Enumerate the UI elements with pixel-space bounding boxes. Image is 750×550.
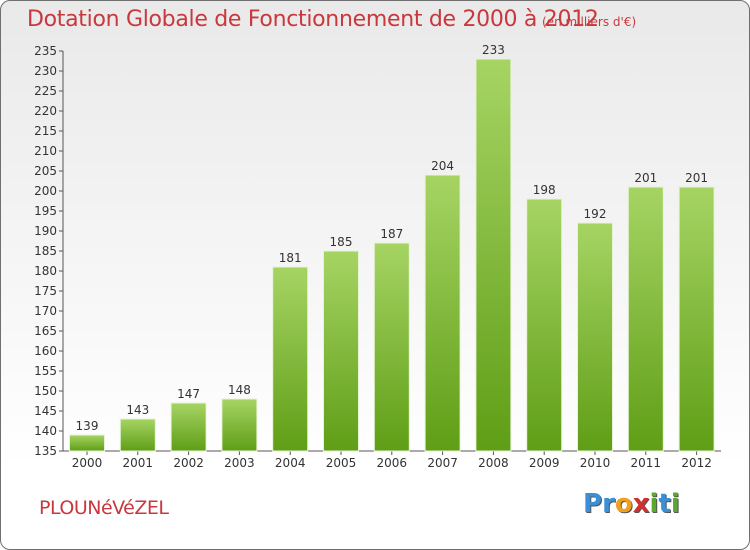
y-tick-label: 150 bbox=[34, 384, 57, 398]
x-tick-label: 2012 bbox=[681, 456, 712, 470]
bar-2007 bbox=[424, 174, 461, 452]
data-labels: 139 143 147 148 181 185 187 204 233 198 192 201 201 bbox=[76, 43, 709, 433]
bar-2000 bbox=[69, 434, 105, 452]
bars bbox=[69, 58, 715, 452]
bar-2004 bbox=[272, 266, 309, 452]
y-tick-label: 225 bbox=[34, 84, 57, 98]
logo-letter: r bbox=[602, 489, 615, 519]
bar-value-label: 185 bbox=[330, 235, 353, 249]
chart-subtitle: (en milliers d'€) bbox=[542, 15, 637, 29]
y-tick-label: 185 bbox=[34, 244, 57, 258]
x-tick-label: 2009 bbox=[529, 456, 560, 470]
logo-letter: i bbox=[649, 489, 659, 519]
x-tick-label: 2008 bbox=[478, 456, 509, 470]
x-tick-label: 2002 bbox=[173, 456, 204, 470]
bar-value-label: 201 bbox=[685, 171, 708, 185]
x-tick-label: 2003 bbox=[224, 456, 255, 470]
y-tick-label: 195 bbox=[34, 204, 57, 218]
y-tick-label: 145 bbox=[34, 404, 57, 418]
bar-2001 bbox=[119, 418, 156, 452]
logo-letter: o bbox=[614, 489, 633, 519]
y-tick-label: 190 bbox=[34, 224, 57, 238]
logo-letter: i bbox=[670, 489, 680, 519]
axes: 135 140 145 150 155 160 165 170 175 180 185 190 195 2… bbox=[34, 44, 721, 470]
x-tick-label: 2006 bbox=[377, 456, 408, 470]
y-tick-label: 235 bbox=[34, 44, 57, 58]
bar-value-label: 148 bbox=[228, 383, 251, 397]
bar-value-label: 201 bbox=[634, 171, 657, 185]
bar-2005 bbox=[323, 250, 359, 452]
bar-2011 bbox=[627, 186, 664, 452]
logo-letter: x bbox=[632, 489, 650, 519]
bar-2009 bbox=[526, 198, 563, 452]
commune-name: PLOUNéVéZEL bbox=[39, 497, 169, 519]
bar-value-label: 139 bbox=[76, 419, 99, 433]
bar-value-label: 181 bbox=[279, 251, 302, 265]
y-tick-label: 205 bbox=[34, 164, 57, 178]
y-tick-label: 170 bbox=[34, 304, 57, 318]
y-tick-label: 165 bbox=[34, 324, 57, 338]
x-tick-label: 2007 bbox=[427, 456, 458, 470]
y-tick-label: 200 bbox=[34, 184, 57, 198]
bar-2010 bbox=[577, 222, 613, 452]
x-tick-label: 2005 bbox=[326, 456, 357, 470]
logo-letter: P bbox=[583, 489, 603, 519]
y-tick-label: 175 bbox=[34, 284, 57, 298]
chart-title: Dotation Globale de Fonctionnement de 20… bbox=[27, 7, 599, 32]
bar-value-label: 233 bbox=[482, 43, 505, 57]
y-tick-label: 155 bbox=[34, 364, 57, 378]
y-tick-label: 135 bbox=[34, 444, 57, 458]
x-tick-label: 2011 bbox=[631, 456, 662, 470]
proxiti-logo: Proxiti bbox=[583, 489, 680, 519]
x-tick-label: 2001 bbox=[123, 456, 154, 470]
x-tick-label: 2000 bbox=[72, 456, 103, 470]
bar-2012 bbox=[678, 186, 715, 452]
bar-value-label: 192 bbox=[584, 207, 607, 221]
y-tick-label: 215 bbox=[34, 124, 57, 138]
bar-value-label: 204 bbox=[431, 159, 454, 173]
x-tick-label: 2004 bbox=[275, 456, 306, 470]
y-tick-label: 180 bbox=[34, 264, 57, 278]
bar-2003 bbox=[221, 398, 258, 452]
bar-value-label: 147 bbox=[177, 387, 200, 401]
bar-value-label: 187 bbox=[380, 227, 403, 241]
bar-2006 bbox=[373, 242, 410, 452]
bar-value-label: 198 bbox=[533, 183, 556, 197]
bar-value-label: 143 bbox=[126, 403, 149, 417]
bar-2002 bbox=[170, 402, 207, 452]
y-tick-label: 220 bbox=[34, 104, 57, 118]
y-tick-label: 140 bbox=[34, 424, 57, 438]
y-tick-label: 160 bbox=[34, 344, 57, 358]
x-tick-label: 2010 bbox=[580, 456, 611, 470]
y-tick-label: 210 bbox=[34, 144, 57, 158]
bar-2008 bbox=[475, 58, 512, 452]
logo-letter: t bbox=[658, 489, 671, 519]
y-tick-label: 230 bbox=[34, 64, 57, 78]
